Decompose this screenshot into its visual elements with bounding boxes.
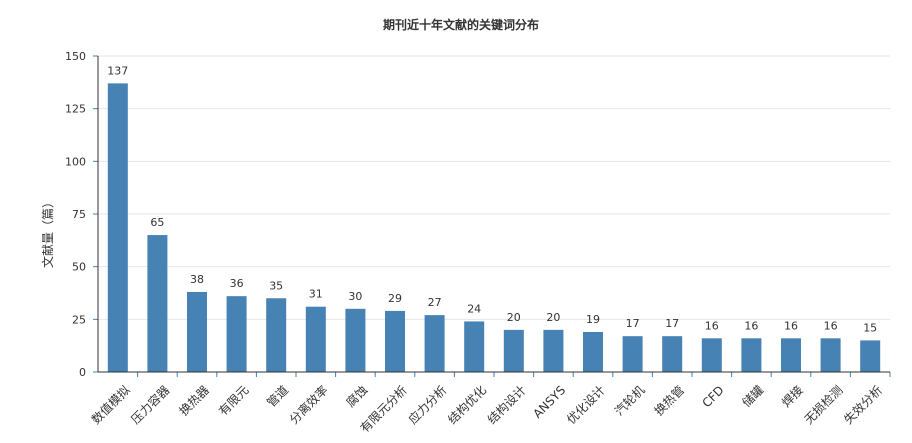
y-axis-label: 文献量（篇） [40, 196, 55, 268]
bar-value-label: 137 [107, 64, 128, 77]
bar [583, 331, 603, 372]
bar [424, 315, 445, 372]
data-labels: 137 65 38 36 35 31 30 29 27 24 20 20 19 17 17 16 16 16 16 1… [107, 64, 877, 334]
x-category-label: 优化设计 [564, 383, 608, 427]
y-tick-label: 75 [72, 208, 86, 221]
bar-value-label: 30 [348, 290, 362, 303]
bar-value-label: 65 [150, 216, 164, 229]
bar [662, 336, 683, 372]
bar-value-label: 16 [824, 319, 838, 332]
y-tick-label: 150 [65, 50, 86, 63]
x-category-label: 分离效率 [286, 382, 331, 427]
bar [305, 306, 326, 372]
bar-value-label: 29 [388, 292, 402, 305]
y-axis-ticks: 0 25 50 75 100 125 150 [65, 50, 98, 379]
x-category-label: 结构设计 [484, 382, 529, 427]
bar-value-label: 19 [586, 313, 600, 326]
bar [187, 291, 207, 372]
bar [385, 310, 405, 372]
bar-value-label: 20 [507, 311, 521, 324]
bar-value-label: 17 [626, 317, 640, 330]
bar [860, 340, 881, 372]
bar-value-label: 31 [309, 288, 323, 301]
bar-value-label: 35 [269, 279, 283, 292]
bar-value-label: 36 [230, 277, 244, 290]
x-category-label: 换热器 [177, 383, 212, 418]
bar [543, 329, 564, 372]
x-category-label: 数值模拟 [88, 382, 133, 427]
bar-value-label: 38 [190, 273, 204, 286]
x-category-label: 无损检测 [801, 382, 846, 427]
bar-value-label: 16 [784, 319, 798, 332]
grid-lines [98, 55, 890, 320]
bar [503, 329, 524, 372]
bar-value-label: 24 [467, 302, 481, 315]
x-category-label: 腐蚀 [343, 382, 371, 410]
bar-series [107, 83, 881, 373]
bar-value-label: 16 [744, 319, 758, 332]
bar-value-label: 17 [665, 317, 679, 330]
bar-value-label: 20 [546, 311, 560, 324]
x-category-label: 有限元 [216, 383, 251, 418]
bar-value-label: 15 [863, 321, 877, 334]
bar [622, 336, 643, 372]
bar [226, 296, 247, 372]
y-tick-label: 50 [72, 261, 86, 274]
bar [345, 308, 366, 372]
y-tick-label: 100 [65, 155, 86, 168]
x-category-label: 汽轮机 [611, 382, 647, 418]
bar-value-label: 16 [705, 319, 719, 332]
x-category-label: 换热管 [651, 382, 687, 418]
y-tick-label: 25 [72, 313, 86, 326]
bar [741, 338, 762, 372]
bar [701, 338, 722, 372]
bar [464, 321, 485, 372]
chart-title: 期刊近十年文献的关键词分布 [383, 17, 539, 32]
bar-value-label: 27 [428, 296, 442, 309]
x-category-label: 储罐 [739, 382, 767, 410]
x-category-label: 结构优化 [445, 382, 490, 427]
bar [107, 83, 128, 373]
x-category-label: CFD [699, 383, 726, 410]
x-category-label: ANSYS [530, 383, 568, 421]
bar [820, 338, 841, 372]
bar [266, 298, 287, 372]
x-category-label: 失效分析 [841, 382, 886, 427]
bar [781, 338, 801, 372]
x-category-label: 焊接 [778, 382, 806, 410]
y-tick-label: 125 [65, 103, 86, 116]
x-category-label: 管道 [264, 382, 292, 410]
y-tick-label: 0 [79, 366, 86, 379]
x-category-label: 压力容器 [128, 382, 173, 427]
bar [147, 235, 168, 372]
x-category-label: 应力分析 [405, 382, 450, 427]
